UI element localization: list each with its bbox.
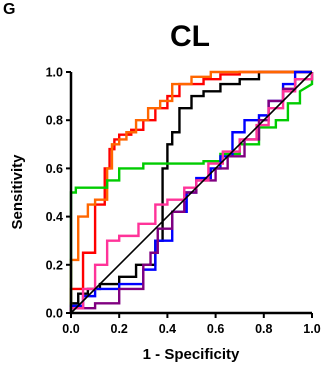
y-axis-label: Sensitivity [9,154,26,230]
x-ticks: 0.0 0.2 0.4 0.6 0.8 1.0 [62,313,321,336]
axes [69,72,312,315]
reference-diagonal-line [70,71,313,314]
series-layer [69,70,314,314]
panel-letter: G [3,1,15,18]
y-tick-label: 0.4 [46,210,63,224]
roc-curve-3 [69,70,312,313]
x-tick-label: 0.2 [111,322,128,336]
x-axis-label: 1 - Specificity [143,346,240,363]
y-tick-label: 0.0 [46,307,63,321]
x-tick-label: 0.8 [255,322,272,336]
y-tick-label: 1.0 [46,66,63,80]
y-tick-label: 0.2 [46,258,63,272]
x-tick-label: 0.6 [207,322,224,336]
chart-title: CL [170,20,210,53]
y-tick-label: 0.6 [46,162,63,176]
y-tick-label: 0.8 [46,114,63,128]
x-tick-label: 0.0 [62,322,79,336]
roc-curve-7 [69,72,314,313]
x-tick-label: 1.0 [303,322,320,336]
y-ticks: 0.0 0.2 0.4 0.6 0.8 1.0 [46,66,71,321]
x-tick-label: 0.4 [159,322,176,336]
